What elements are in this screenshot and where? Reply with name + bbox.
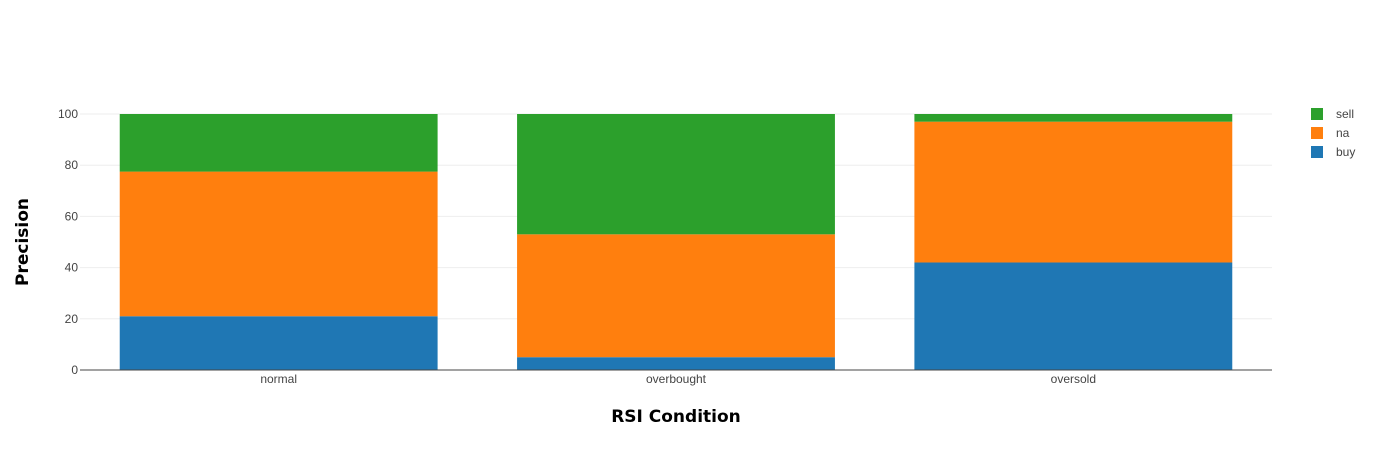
- y-tick-label: 40: [65, 261, 79, 275]
- bar-na-oversold[interactable]: [914, 121, 1233, 263]
- legend-item-buy[interactable]: buy: [1311, 145, 1355, 159]
- y-tick-label: 100: [58, 107, 78, 121]
- bar-buy-overbought[interactable]: [517, 357, 835, 370]
- x-tick-label: oversold: [1051, 372, 1096, 386]
- y-tick-labels: 0 20 40 60 80 100: [58, 107, 78, 377]
- legend-swatch: [1311, 127, 1323, 139]
- x-tick-labels: normal overbought oversold: [260, 372, 1096, 386]
- bar-buy-oversold[interactable]: [914, 262, 1233, 370]
- legend-swatch: [1311, 146, 1323, 158]
- bars: [119, 114, 1233, 370]
- legend-label: buy: [1336, 145, 1355, 159]
- y-axis-title: Precision: [13, 198, 33, 286]
- x-tick-label: normal: [260, 372, 297, 386]
- legend-label: na: [1336, 126, 1350, 140]
- legend[interactable]: sell na buy: [1311, 107, 1355, 159]
- y-tick-label: 20: [65, 312, 79, 326]
- legend-swatch: [1311, 108, 1323, 120]
- bar-buy-normal[interactable]: [119, 316, 438, 370]
- x-tick-label: overbought: [646, 372, 707, 386]
- bar-sell-normal[interactable]: [119, 114, 438, 172]
- y-tick-label: 60: [65, 209, 79, 223]
- legend-item-sell[interactable]: sell: [1311, 107, 1354, 121]
- bar-sell-overbought[interactable]: [517, 114, 835, 235]
- legend-label: sell: [1336, 107, 1354, 121]
- x-axis-title: RSI Condition: [611, 407, 741, 427]
- bar-sell-oversold[interactable]: [914, 114, 1233, 122]
- bar-na-normal[interactable]: [119, 171, 438, 317]
- y-tick-label: 80: [65, 158, 79, 172]
- legend-item-na[interactable]: na: [1311, 126, 1350, 140]
- bar-na-overbought[interactable]: [517, 234, 835, 358]
- y-tick-label: 0: [71, 363, 78, 377]
